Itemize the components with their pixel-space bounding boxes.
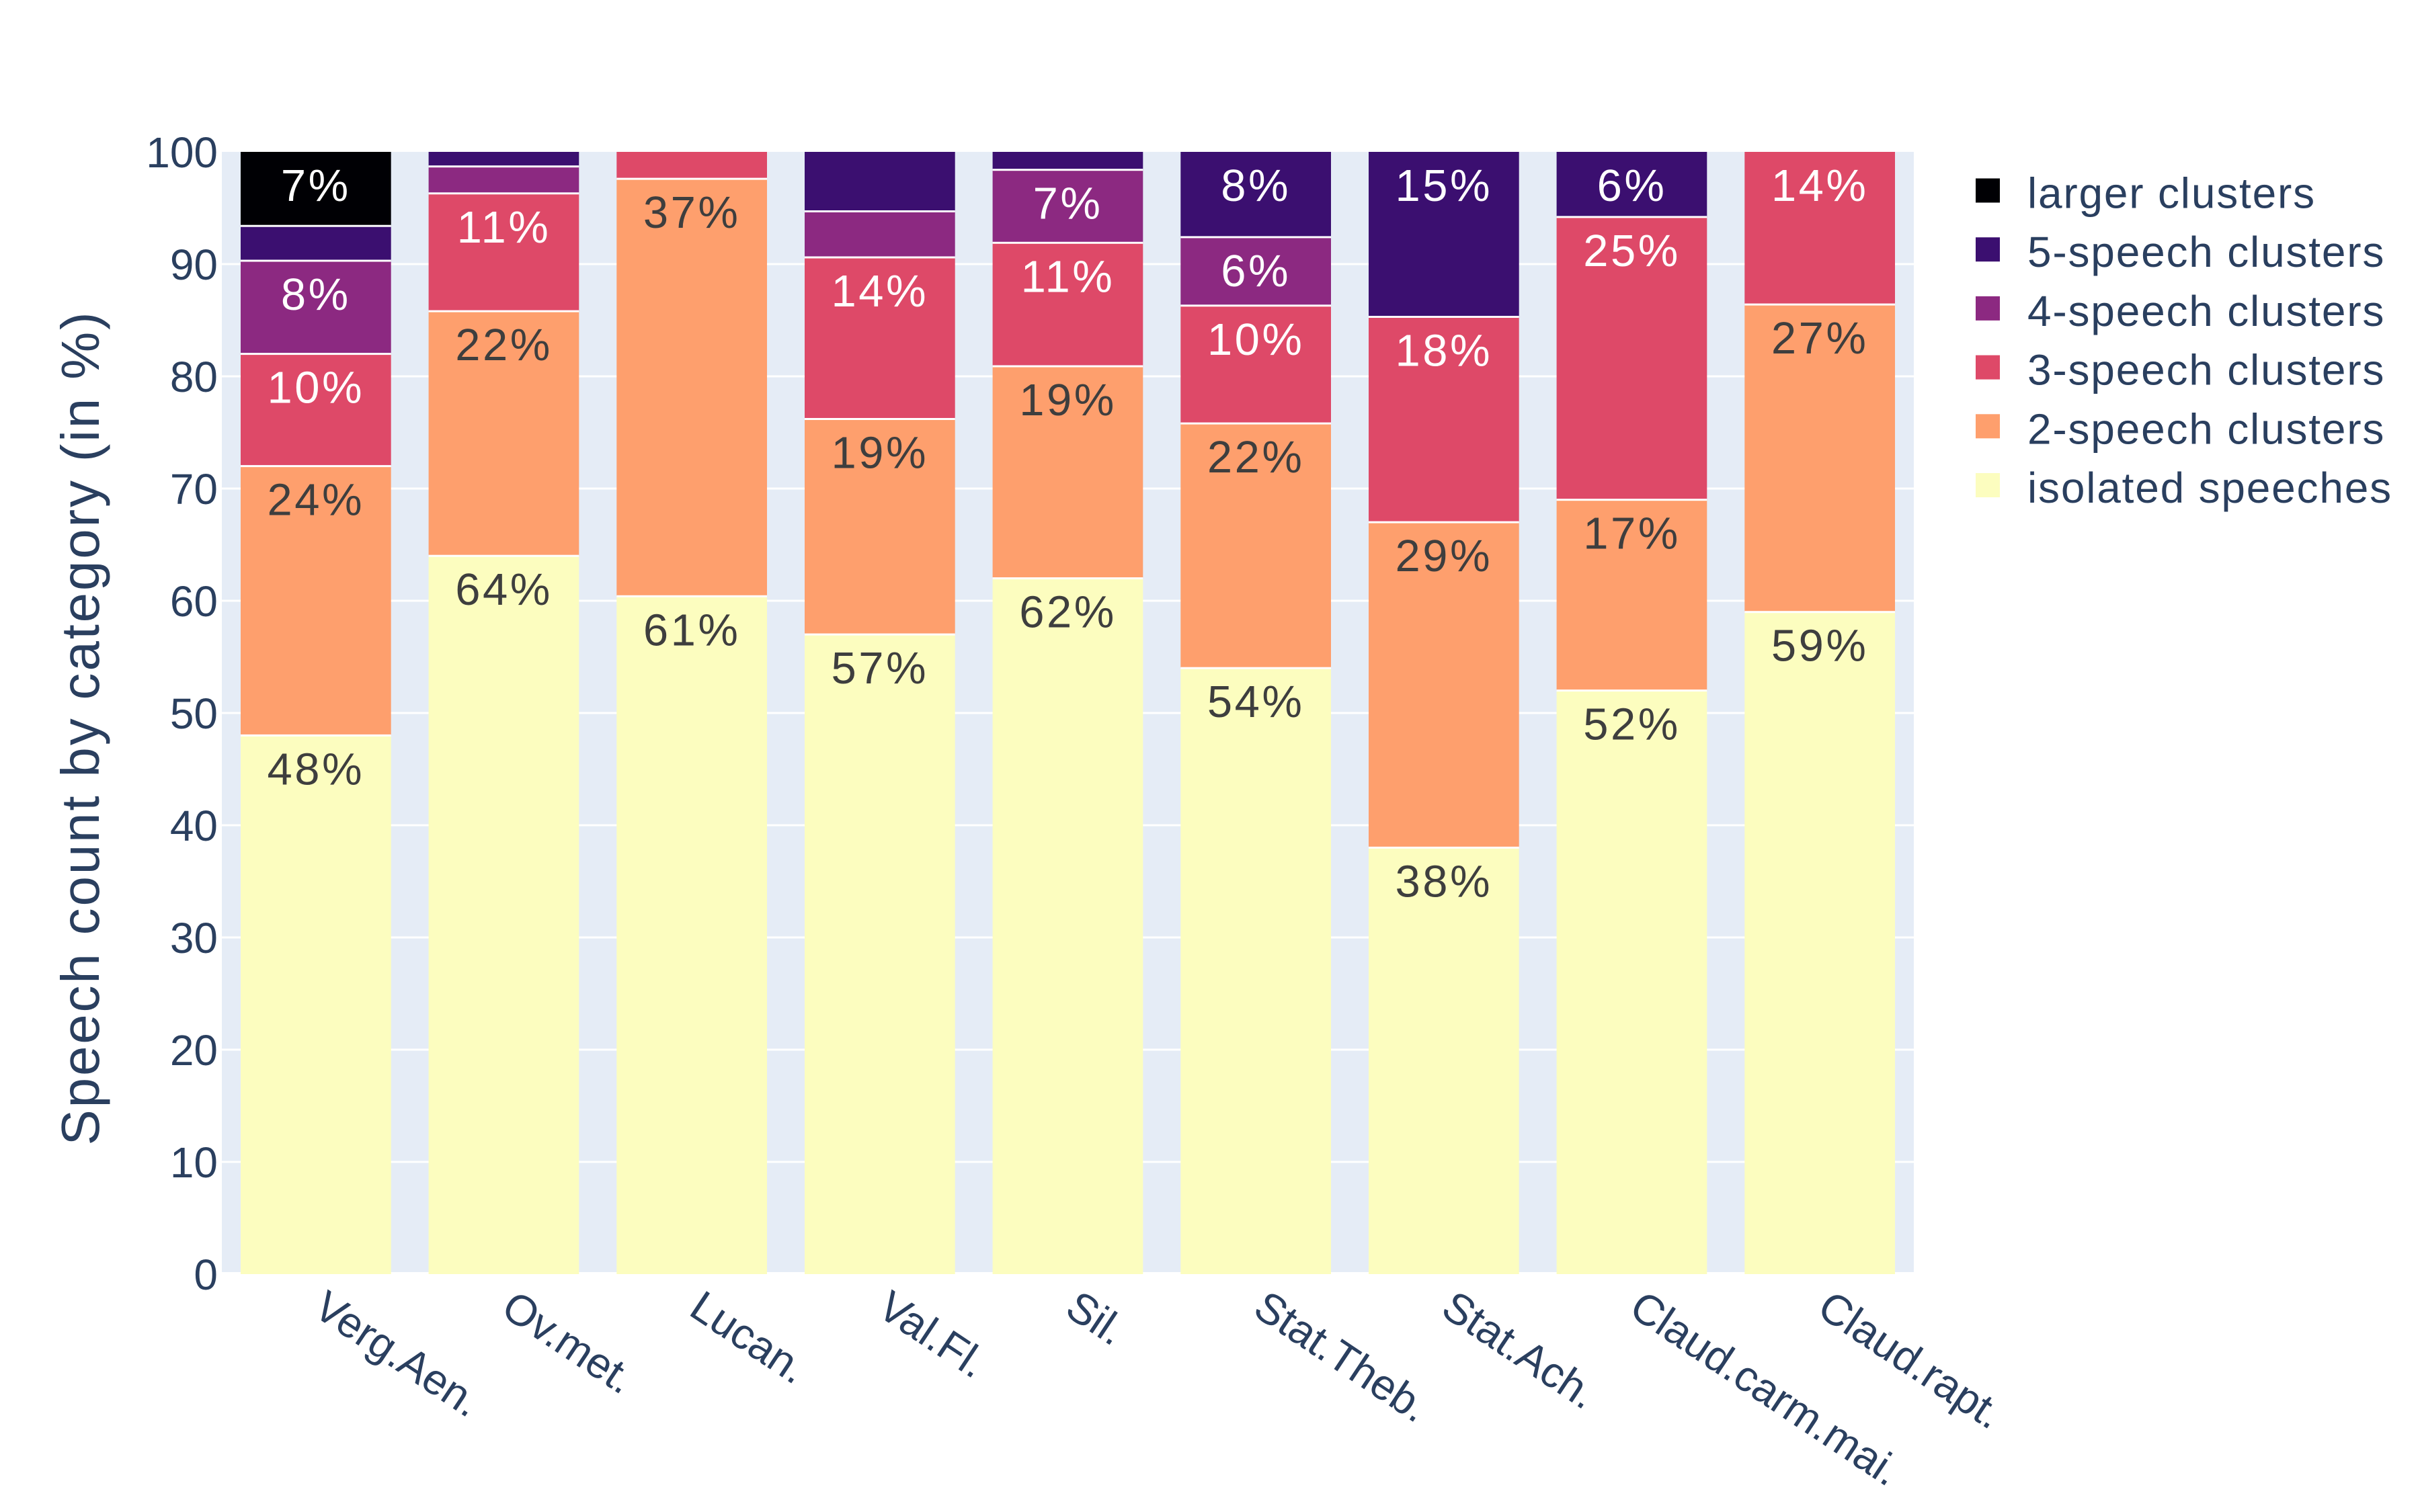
svg-text:10%: 10% <box>267 363 364 413</box>
svg-text:isolated speeches: isolated speeches <box>2027 464 2392 512</box>
svg-text:52%: 52% <box>1583 700 1681 750</box>
svg-text:15%: 15% <box>1395 161 1492 211</box>
svg-text:8%: 8% <box>281 269 351 320</box>
svg-text:Ov.met.: Ov.met. <box>494 1282 643 1404</box>
svg-text:10%: 10% <box>1207 314 1305 365</box>
svg-text:8%: 8% <box>1221 161 1291 211</box>
svg-text:59%: 59% <box>1771 621 1869 671</box>
svg-text:61%: 61% <box>643 605 741 655</box>
svg-text:37%: 37% <box>643 187 741 238</box>
svg-text:57%: 57% <box>831 643 928 694</box>
svg-text:10: 10 <box>170 1138 218 1187</box>
svg-text:29%: 29% <box>1395 531 1492 581</box>
svg-text:Sil.: Sil. <box>1058 1282 1135 1355</box>
svg-text:0: 0 <box>194 1251 218 1299</box>
svg-text:Speech count by category (in %: Speech count by category (in %) <box>50 310 110 1146</box>
svg-text:30: 30 <box>170 914 218 962</box>
svg-text:18%: 18% <box>1395 326 1492 376</box>
svg-text:19%: 19% <box>831 428 928 478</box>
svg-text:14%: 14% <box>1771 161 1869 211</box>
svg-text:62%: 62% <box>1019 587 1117 638</box>
svg-text:19%: 19% <box>1019 375 1117 425</box>
svg-text:64%: 64% <box>455 564 553 615</box>
svg-text:3-speech clusters: 3-speech clusters <box>2027 346 2385 394</box>
svg-text:2-speech clusters: 2-speech clusters <box>2027 405 2385 453</box>
svg-text:larger clusters: larger clusters <box>2027 169 2316 218</box>
svg-text:Stat.Theb.: Stat.Theb. <box>1246 1282 1438 1432</box>
svg-text:Verg.Aen.: Verg.Aen. <box>306 1282 490 1427</box>
svg-text:50: 50 <box>170 689 218 738</box>
svg-text:60: 60 <box>170 577 218 626</box>
svg-text:4-speech clusters: 4-speech clusters <box>2027 287 2385 335</box>
svg-text:22%: 22% <box>1207 432 1305 482</box>
svg-text:6%: 6% <box>1597 161 1667 211</box>
svg-text:7%: 7% <box>281 161 351 211</box>
svg-text:54%: 54% <box>1207 677 1305 727</box>
svg-text:25%: 25% <box>1583 226 1681 276</box>
svg-text:70: 70 <box>170 465 218 513</box>
svg-text:11%: 11% <box>457 202 551 253</box>
svg-text:17%: 17% <box>1583 509 1681 559</box>
svg-text:80: 80 <box>170 353 218 401</box>
svg-text:90: 90 <box>170 241 218 289</box>
svg-text:24%: 24% <box>267 475 364 526</box>
svg-text:27%: 27% <box>1771 313 1869 364</box>
svg-text:7%: 7% <box>1033 179 1103 229</box>
svg-text:48%: 48% <box>267 744 364 794</box>
svg-text:22%: 22% <box>455 320 553 370</box>
svg-text:100: 100 <box>146 128 218 177</box>
svg-text:40: 40 <box>170 802 218 850</box>
svg-text:6%: 6% <box>1221 246 1291 296</box>
svg-text:14%: 14% <box>831 266 928 317</box>
svg-text:5-speech clusters: 5-speech clusters <box>2027 228 2385 276</box>
svg-text:Stat.Ach.: Stat.Ach. <box>1434 1282 1606 1419</box>
svg-text:11%: 11% <box>1021 251 1115 302</box>
svg-text:Lucan.: Lucan. <box>682 1282 816 1394</box>
svg-text:20: 20 <box>170 1026 218 1075</box>
svg-text:Val.Fl.: Val.Fl. <box>870 1282 996 1388</box>
svg-text:38%: 38% <box>1395 856 1492 907</box>
